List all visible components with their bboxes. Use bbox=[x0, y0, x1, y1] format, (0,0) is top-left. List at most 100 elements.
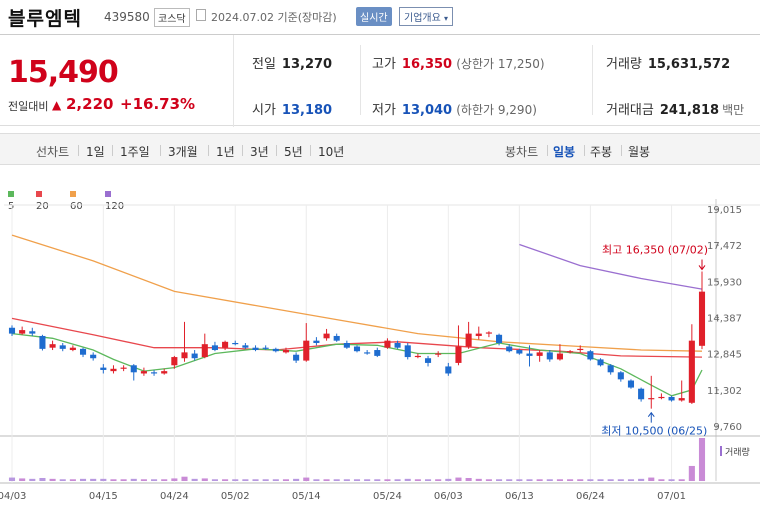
volume-bar bbox=[445, 478, 452, 481]
divider bbox=[592, 45, 593, 115]
high-stat: 고가 16,350 (상한가 17,250) bbox=[372, 53, 545, 72]
period-5y[interactable]: 5년 bbox=[284, 145, 303, 159]
candle-body bbox=[39, 335, 46, 349]
candle-body bbox=[69, 347, 76, 351]
candle-body bbox=[79, 348, 87, 355]
legend-swatch bbox=[8, 191, 14, 197]
candle-body bbox=[201, 344, 208, 358]
separator bbox=[584, 145, 585, 156]
volume-bar bbox=[485, 479, 492, 481]
company-overview-label: 기업개요 bbox=[404, 13, 441, 24]
candle-body bbox=[526, 353, 533, 356]
candle-monthly[interactable]: 월봉 bbox=[628, 145, 651, 159]
separator bbox=[112, 145, 113, 156]
volume-bar bbox=[19, 478, 26, 481]
volume-bar bbox=[414, 479, 421, 481]
legend-label: 120 bbox=[105, 201, 125, 212]
candle-body bbox=[343, 342, 350, 348]
separator bbox=[310, 145, 311, 156]
legend-ma20: 20 bbox=[36, 190, 49, 212]
stock-name: 블루엠텍 bbox=[8, 8, 82, 30]
volume-bar bbox=[262, 479, 269, 481]
candle-body bbox=[49, 344, 56, 348]
separator bbox=[208, 145, 209, 156]
candle-body bbox=[516, 350, 523, 354]
volume-bar bbox=[475, 478, 482, 481]
open-value: 13,180 bbox=[281, 103, 333, 118]
period-1y[interactable]: 1년 bbox=[216, 145, 235, 159]
period-3y[interactable]: 3년 bbox=[250, 145, 269, 159]
change-value: 2,220 bbox=[66, 95, 114, 113]
legend-label: 5 bbox=[8, 201, 15, 212]
separator bbox=[547, 145, 548, 156]
candle-body bbox=[59, 345, 66, 349]
y-tick-label: 11,302 bbox=[707, 386, 742, 397]
ma5-line bbox=[11, 332, 703, 397]
candle-body bbox=[567, 351, 574, 353]
realtime-button[interactable]: 실시간 bbox=[356, 7, 392, 26]
candle-daily[interactable]: 일봉 bbox=[553, 145, 576, 159]
candle-body bbox=[546, 352, 553, 360]
date-info: 2024.07.02 기준(장마감) bbox=[211, 11, 337, 24]
period-1w[interactable]: 1주일 bbox=[120, 145, 150, 159]
volume-bar bbox=[455, 477, 462, 481]
chart-grid bbox=[0, 199, 760, 484]
candle-body bbox=[688, 340, 695, 403]
x-tick-label: 06/03 bbox=[434, 491, 463, 502]
candle-body bbox=[303, 340, 310, 361]
volume-bar bbox=[100, 478, 107, 481]
volume-bar bbox=[293, 478, 300, 481]
period-3m[interactable]: 3개월 bbox=[168, 145, 198, 159]
volume-bar bbox=[181, 476, 188, 481]
separator bbox=[621, 145, 622, 156]
volume-bar bbox=[29, 478, 36, 481]
prev-close-value: 13,270 bbox=[281, 57, 333, 72]
price-box: 15,490 전일대비 ▲ 2,220 +16.73% bbox=[0, 35, 234, 127]
separator bbox=[242, 145, 243, 156]
volume-bar bbox=[272, 479, 279, 481]
volume-bar bbox=[658, 479, 665, 481]
company-overview-dropdown[interactable]: 기업개요 ▾ bbox=[399, 7, 454, 26]
period-10y[interactable]: 10년 bbox=[318, 145, 345, 159]
high-value: 16,350 bbox=[401, 57, 453, 72]
volume-bar bbox=[556, 479, 563, 481]
candle-chart-label: 봉차트 bbox=[505, 145, 539, 159]
volume-bar bbox=[161, 479, 168, 481]
candle-body bbox=[353, 346, 361, 352]
volume-bar bbox=[201, 478, 208, 481]
candle-weekly[interactable]: 주봉 bbox=[590, 145, 613, 159]
volume-bar bbox=[668, 479, 675, 481]
separator bbox=[160, 145, 161, 156]
ma60-line bbox=[11, 234, 703, 352]
candle-body bbox=[556, 353, 563, 360]
candle-body bbox=[394, 342, 401, 348]
candle-body bbox=[130, 365, 137, 373]
candle-body bbox=[404, 345, 411, 358]
market-badge: 코스닥 bbox=[154, 8, 190, 27]
volume-bar bbox=[607, 479, 614, 481]
volume-value: 15,631,572 bbox=[647, 57, 731, 72]
document-icon bbox=[196, 9, 206, 21]
candle-body bbox=[110, 368, 117, 372]
candle-body bbox=[313, 340, 320, 343]
arrow-down-icon bbox=[698, 265, 706, 271]
high-annotation: 최고 16,350 (07/02) bbox=[602, 243, 708, 256]
upper-limit: (상한가 17,250) bbox=[456, 57, 545, 71]
low-stat: 저가 13,040 (하한가 9,290) bbox=[372, 99, 537, 118]
amount-value: 241,818 bbox=[659, 103, 720, 118]
candle-body bbox=[678, 398, 685, 401]
separator bbox=[78, 145, 79, 156]
annotations: 최고 16,350 (07/02) 최저 10,500 (06/25) bbox=[601, 243, 708, 437]
candle-body bbox=[414, 355, 421, 358]
volume-bar bbox=[435, 479, 442, 481]
amount-label: 거래대금 bbox=[606, 103, 654, 118]
x-tick-label: 04/03 bbox=[0, 491, 26, 502]
volume-bar bbox=[151, 479, 158, 481]
ma120-line bbox=[519, 243, 703, 290]
change-label: 전일대비 bbox=[8, 100, 49, 113]
period-1d[interactable]: 1일 bbox=[86, 145, 105, 159]
volume-bar bbox=[516, 479, 523, 481]
candle-body bbox=[648, 398, 655, 400]
volume-bar bbox=[688, 465, 695, 481]
ma20-line bbox=[11, 317, 703, 358]
